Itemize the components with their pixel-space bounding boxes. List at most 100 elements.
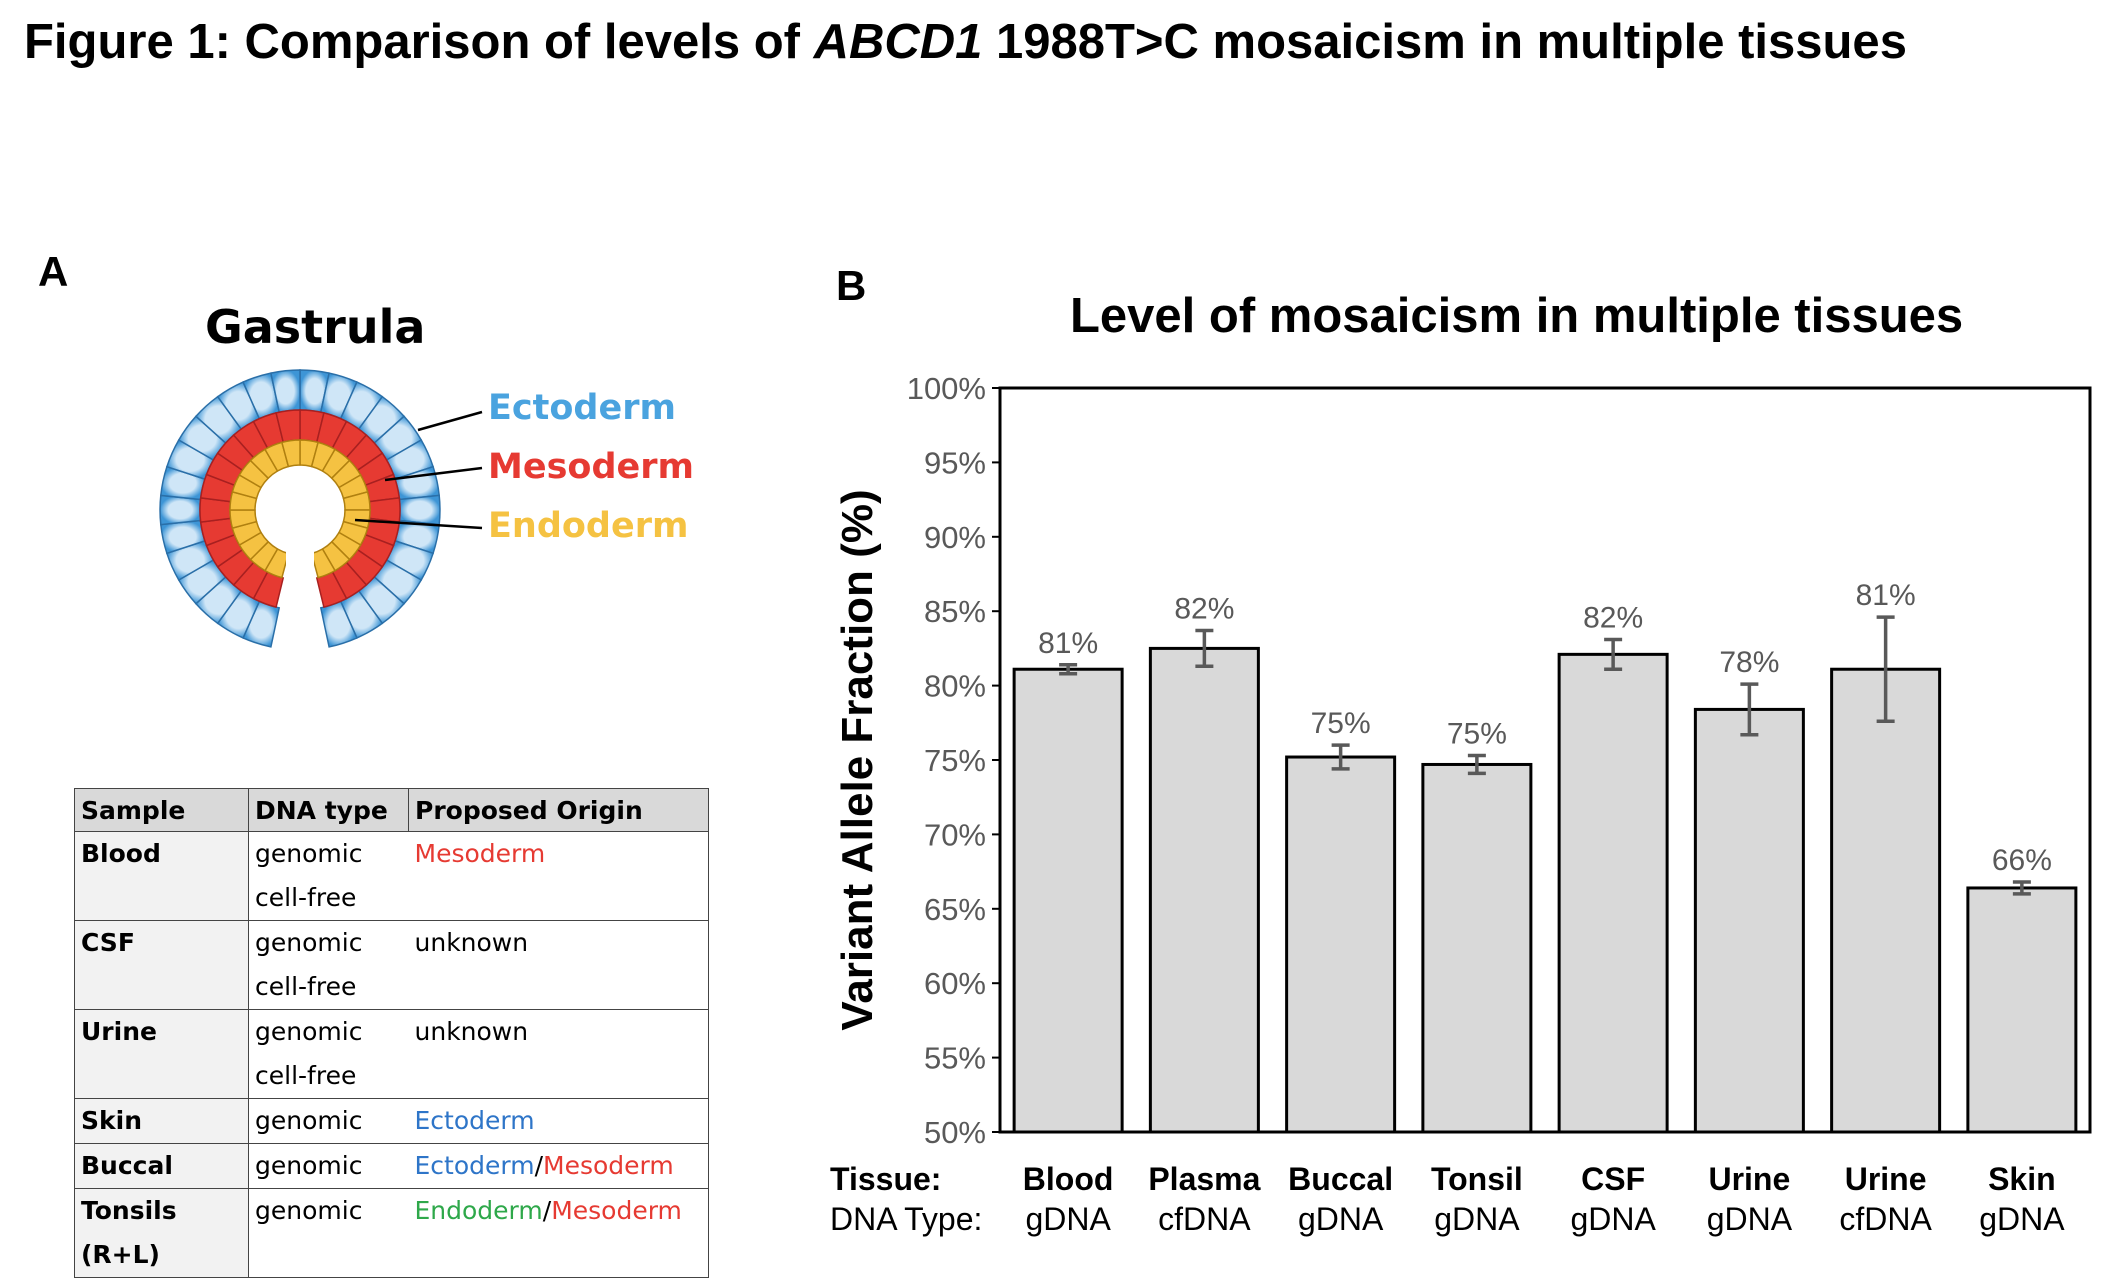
endoderm-label: Endoderm	[488, 506, 689, 546]
data-label: 81%	[1038, 627, 1098, 660]
data-label: 66%	[1992, 844, 2052, 877]
cell-proposed-origin: Mesoderm	[408, 831, 709, 921]
data-label: 75%	[1311, 707, 1371, 740]
origin-value: Mesoderm	[414, 839, 546, 868]
header-proposed-origin: Proposed Origin	[408, 788, 709, 832]
origin-value: Ectoderm	[414, 1151, 535, 1180]
gastrula-title: Gastrula	[205, 300, 426, 354]
chart-title: Level of mosaicism in multiple tissues	[1070, 289, 1964, 343]
cell-proposed-origin: unknown	[408, 1009, 709, 1099]
y-tick-label: 65%	[924, 892, 986, 927]
bar	[1012, 667, 1124, 1134]
cell-dna-type: genomic cell-free	[248, 920, 409, 1010]
x-tick-label-dna-type: cfDNA	[1839, 1201, 1932, 1237]
bar	[1557, 652, 1669, 1134]
table-row: Tonsils (R+L) genomic Endoderm/Mesoderm	[74, 1188, 709, 1278]
cell-dna-type: genomic cell-free	[248, 831, 409, 921]
germ-layer-origin-table: Sample DNA type Proposed Origin Blood gen…	[74, 788, 709, 1278]
tissue-row-title: Tissue:	[830, 1161, 941, 1197]
table-row: Urine genomic cell-free unknown	[74, 1009, 709, 1099]
dna-type-row-title: DNA Type:	[830, 1201, 982, 1237]
data-label: 75%	[1447, 718, 1507, 751]
y-tick-label: 95%	[924, 445, 986, 480]
cell-proposed-origin: unknown	[408, 920, 709, 1010]
dna-type-value: genomic	[255, 1196, 363, 1225]
x-tick-label-tissue: Urine	[1708, 1161, 1790, 1197]
bar	[1693, 707, 1805, 1134]
y-tick-label: 90%	[924, 520, 986, 555]
dna-type-value: cell-free	[255, 972, 357, 1001]
dna-type-value: cell-free	[255, 883, 357, 912]
origin-value: /	[534, 1151, 544, 1180]
y-tick-label: 100%	[907, 371, 986, 406]
cell-sample: Urine	[74, 1009, 249, 1099]
cell-sample: Buccal	[74, 1143, 249, 1189]
x-tick-label-dna-type: cfDNA	[1158, 1201, 1251, 1237]
cell-sample: Skin	[74, 1098, 249, 1144]
y-tick-label: 85%	[924, 594, 986, 629]
table-row: Buccal genomic Ectoderm/Mesoderm	[74, 1143, 709, 1189]
data-label: 81%	[1856, 579, 1916, 612]
origin-value: Mesoderm	[543, 1151, 674, 1180]
table-row: Blood genomic cell-free Mesoderm	[74, 831, 709, 921]
x-tick-label-tissue: Skin	[1988, 1161, 2056, 1197]
dna-type-value: genomic	[255, 928, 363, 957]
blastopore	[286, 550, 314, 660]
x-tick-label-dna-type: gDNA	[1979, 1201, 2065, 1237]
data-label: 82%	[1583, 601, 1643, 634]
x-tick-label-tissue: Tonsil	[1431, 1161, 1523, 1197]
bar	[1148, 646, 1260, 1134]
dna-type-value: genomic	[255, 1017, 363, 1046]
data-label: 78%	[1719, 646, 1779, 679]
y-axis-label: Variant Allele Fraction (%)	[833, 489, 882, 1030]
dna-type-value: genomic	[255, 839, 363, 868]
origin-value: unknown	[414, 1017, 529, 1046]
cell-sample: Blood	[74, 831, 249, 921]
cell-dna-type: genomic	[248, 1143, 409, 1189]
x-tick-label-dna-type: gDNA	[1434, 1201, 1520, 1237]
plot-frame	[998, 386, 2092, 1134]
gastrula-illustration	[159, 369, 441, 660]
y-tick-label: 50%	[924, 1115, 986, 1150]
origin-value: Mesoderm	[551, 1196, 682, 1225]
x-tick-label-tissue: Plasma	[1148, 1161, 1260, 1197]
dna-type-value: genomic	[255, 1106, 363, 1135]
y-tick-label: 70%	[924, 817, 986, 852]
bar-chart: Variant Allele Fraction (%) 50% 55% 60% 65% 7…	[830, 371, 2092, 1237]
mesoderm-pointer	[384, 466, 483, 482]
panel-b-label: B	[836, 262, 867, 309]
x-tick-label-tissue: Blood	[1023, 1161, 1114, 1197]
bar	[1966, 886, 2078, 1134]
gastrula-cell	[280, 439, 301, 468]
y-tick-label: 60%	[924, 966, 986, 1001]
germ-layer-pointers	[354, 410, 483, 530]
bar	[1421, 762, 1533, 1134]
table-header-row: Sample DNA type Proposed Origin	[74, 788, 709, 832]
origin-value: Ectoderm	[414, 1106, 535, 1135]
y-tick-label: 55%	[924, 1041, 986, 1076]
x-tick-label-tissue: Buccal	[1288, 1161, 1393, 1197]
figure-title-gene: ABCD1	[813, 15, 983, 69]
header-sample: Sample	[74, 788, 249, 832]
cell-sample: CSF	[74, 920, 249, 1010]
table-row: CSF genomic cell-free unknown	[74, 920, 709, 1010]
cell-dna-type: genomic	[248, 1188, 409, 1278]
endoderm-pointer	[354, 518, 483, 530]
x-tick-label-dna-type: gDNA	[1298, 1201, 1384, 1237]
ectoderm-label: Ectoderm	[488, 388, 676, 428]
cell-proposed-origin: Ectoderm/Mesoderm	[408, 1143, 709, 1189]
bar	[1830, 667, 1942, 1134]
cell-sample: Tonsils (R+L)	[74, 1188, 249, 1278]
origin-value: unknown	[414, 928, 529, 957]
mesoderm-label: Mesoderm	[488, 447, 694, 487]
dna-type-value: genomic	[255, 1151, 363, 1180]
origin-value: /	[542, 1196, 552, 1225]
cell-proposed-origin: Endoderm/Mesoderm	[408, 1188, 709, 1278]
origin-value: Endoderm	[414, 1196, 543, 1225]
y-tick-label: 80%	[924, 669, 986, 704]
x-tick-label-dna-type: gDNA	[1570, 1201, 1656, 1237]
cell-dna-type: genomic cell-free	[248, 1009, 409, 1099]
header-dna-type: DNA type	[248, 788, 409, 832]
y-tick-label: 75%	[924, 743, 986, 778]
x-tick-label-tissue: CSF	[1581, 1161, 1645, 1197]
